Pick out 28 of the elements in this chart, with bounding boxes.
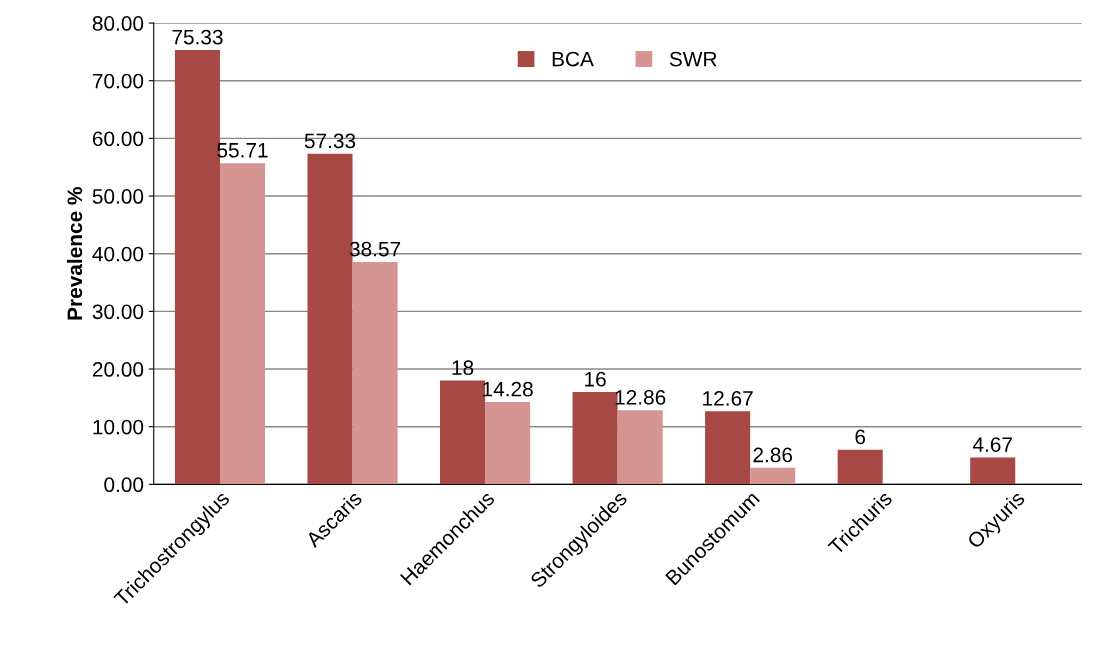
- y-tick-label: 0.00: [104, 477, 144, 493]
- bar: [617, 410, 663, 485]
- y-tick-label: 80.00: [92, 16, 144, 31]
- data-label: 4.67: [972, 437, 1012, 452]
- bar: [352, 261, 398, 485]
- bar: [970, 457, 1016, 485]
- bar: [705, 411, 751, 485]
- data-label: 16: [585, 371, 606, 387]
- data-label: 6: [855, 429, 866, 445]
- data-label: 2.86: [753, 447, 793, 463]
- y-tick-label: 10.00: [93, 419, 144, 435]
- legend-label: SWR: [669, 51, 717, 67]
- bar: [485, 402, 531, 485]
- data-label: 18: [452, 360, 474, 376]
- bar: [837, 449, 883, 485]
- data-label: 12.67: [703, 391, 753, 406]
- data-label: 75.33: [172, 29, 223, 45]
- y-tick-label: 40.00: [92, 246, 144, 262]
- y-tick-label: 50.00: [92, 189, 144, 204]
- legend-label: BCA: [552, 51, 594, 67]
- bar: [219, 163, 266, 485]
- data-label: 57.33: [304, 133, 356, 149]
- bar: [750, 467, 796, 485]
- y-tick-label: 70.00: [92, 73, 144, 89]
- y-tick-label: 20.00: [92, 362, 144, 377]
- y-tick-label: 60.00: [92, 131, 144, 147]
- y-axis-title: Prevalence %: [66, 187, 83, 320]
- y-tick-label: 30.00: [92, 304, 144, 320]
